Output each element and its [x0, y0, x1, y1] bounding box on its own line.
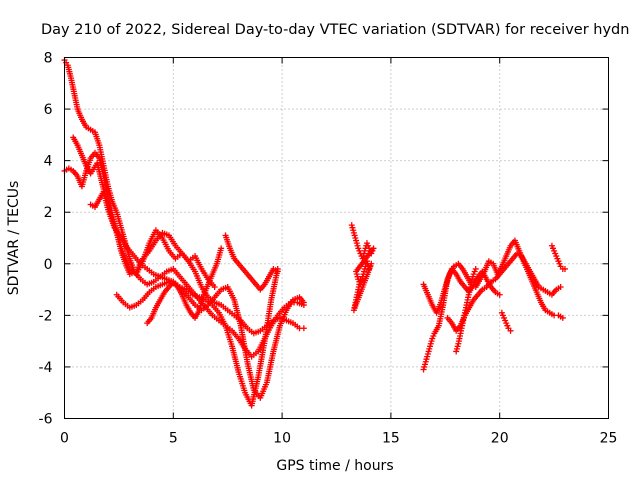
chart-title: Day 210 of 2022, Sidereal Day-to-day VTE… [41, 22, 629, 38]
series-track-f [144, 245, 225, 327]
data-point [496, 291, 503, 298]
series-track-m [548, 242, 568, 272]
y-axis-label: SDTVAR / TECUs [6, 181, 22, 296]
data-point [218, 245, 225, 252]
data-point [300, 299, 307, 306]
x-tick-label: 10 [273, 431, 291, 447]
data-point [561, 265, 568, 272]
series-track-h [348, 222, 377, 314]
series-track-j [420, 237, 566, 321]
data-point [507, 327, 514, 334]
y-tick-label: 2 [44, 205, 53, 221]
data-point [211, 283, 218, 290]
y-tick-label: 4 [44, 154, 53, 170]
x-tick-label: 20 [491, 431, 509, 447]
y-tick-label: -2 [39, 308, 53, 324]
series-track-g [222, 232, 281, 293]
series-track-k [444, 250, 564, 334]
x-tick-label: 5 [169, 431, 178, 447]
axis-ticks [64, 57, 609, 419]
grid-lines [64, 57, 609, 419]
series-track-b [61, 149, 218, 290]
series-track-n [498, 309, 514, 334]
data-points [61, 57, 568, 409]
series-track-d [113, 278, 307, 401]
data-point [472, 265, 479, 272]
x-axis-label: GPS time / hours [276, 458, 393, 474]
data-point [300, 325, 307, 332]
x-tick-label: 0 [60, 431, 69, 447]
y-tick-label: 6 [44, 102, 53, 118]
plot-frame [64, 57, 609, 419]
data-point [559, 314, 566, 321]
series-track-l [453, 265, 479, 355]
y-tick-label: -4 [39, 360, 53, 376]
x-tick-label: 15 [382, 431, 400, 447]
y-tick-label: 8 [44, 51, 53, 67]
series-track-e [87, 188, 281, 409]
data-point [557, 283, 564, 290]
y-tick-label: 0 [44, 257, 53, 273]
y-tick-label: -6 [39, 412, 53, 428]
data-point [357, 276, 364, 283]
data-point [274, 268, 281, 275]
x-tick-label: 25 [600, 431, 618, 447]
tick-labels: 0 5 10 15 20 25 -6 -4 -2 0 2 4 6 8 [39, 51, 618, 447]
